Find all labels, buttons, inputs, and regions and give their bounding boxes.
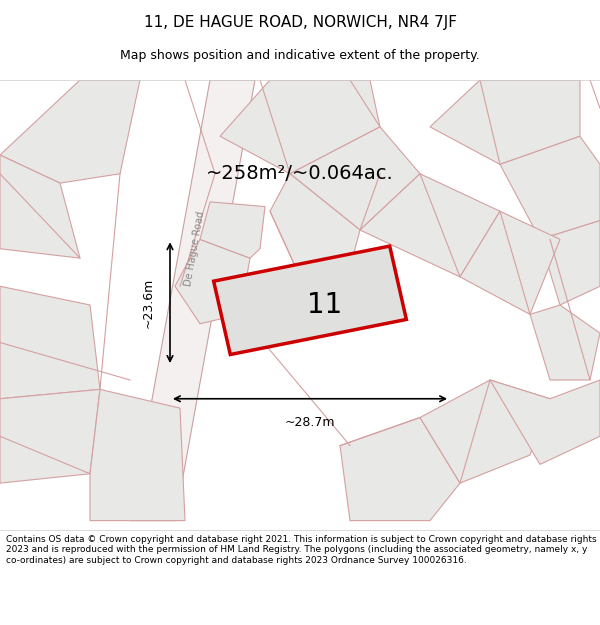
Polygon shape [500,136,600,239]
Polygon shape [0,286,100,399]
Polygon shape [90,389,185,521]
Polygon shape [0,80,140,183]
Text: ~258m²/~0.064ac.: ~258m²/~0.064ac. [206,164,394,183]
Polygon shape [340,418,460,521]
Polygon shape [0,155,80,258]
Text: De Hague Road: De Hague Road [184,211,206,287]
Polygon shape [490,380,600,464]
Polygon shape [270,174,360,277]
Polygon shape [200,202,265,258]
Polygon shape [0,389,100,483]
Text: Contains OS data © Crown copyright and database right 2021. This information is : Contains OS data © Crown copyright and d… [6,535,596,564]
Text: ~23.6m: ~23.6m [142,278,155,328]
Polygon shape [220,80,380,174]
Text: 11, DE HAGUE ROAD, NORWICH, NR4 7JF: 11, DE HAGUE ROAD, NORWICH, NR4 7JF [143,15,457,30]
Text: 11: 11 [307,291,343,319]
Polygon shape [530,305,600,380]
Polygon shape [420,380,550,483]
Polygon shape [460,211,560,314]
Text: ~28.7m: ~28.7m [285,416,335,429]
Polygon shape [175,239,250,324]
Polygon shape [290,127,420,230]
Polygon shape [430,80,580,164]
Polygon shape [540,221,600,305]
Polygon shape [130,80,255,521]
Polygon shape [360,174,500,277]
Polygon shape [214,246,406,354]
Text: Map shows position and indicative extent of the property.: Map shows position and indicative extent… [120,49,480,62]
